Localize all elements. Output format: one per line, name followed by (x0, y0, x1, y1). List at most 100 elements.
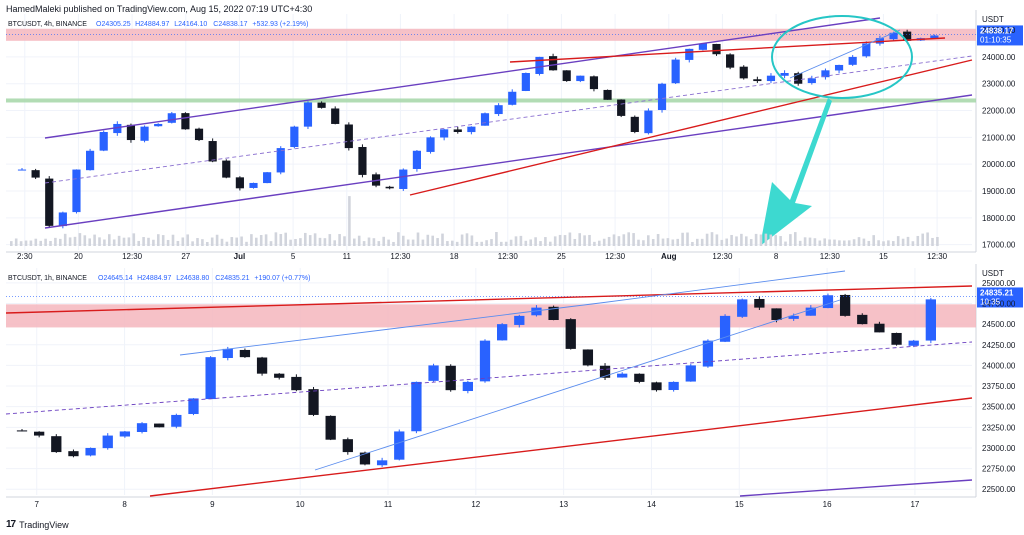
volume-bar (602, 238, 606, 246)
volume-bar (304, 232, 307, 246)
y-tick-label: 21000.00 (982, 133, 1016, 142)
candle-body (34, 431, 45, 436)
candle-body (359, 452, 371, 465)
volume-bar (759, 234, 763, 246)
volume-bar (862, 238, 866, 246)
x-tick-label: 18 (450, 252, 459, 261)
candle-body (891, 332, 902, 345)
y-tick-label: 24250.00 (982, 341, 1016, 350)
volume-bar (490, 239, 493, 246)
x-tick-label: 9 (210, 500, 215, 509)
volume-bar (402, 235, 405, 246)
volume-bar (661, 238, 665, 246)
y-tick-label: 25000.00 (982, 279, 1016, 288)
candle-body (263, 172, 272, 184)
volume-bar (441, 233, 444, 246)
volume-bar (813, 238, 817, 246)
candle-body (771, 308, 782, 321)
candle-body (848, 56, 857, 65)
last-price-value: 24838.17 (980, 26, 1014, 35)
volume-bar (647, 235, 650, 246)
x-tick-label: 2:30 (17, 252, 33, 261)
volume-bar (735, 236, 738, 246)
volume-bar (470, 235, 474, 246)
volume-bar (798, 240, 802, 246)
volume-bar (529, 239, 532, 246)
candle-body (589, 76, 599, 90)
last-price-badge (977, 287, 1023, 308)
y-tick-label: 23500.00 (982, 403, 1016, 412)
candle-body (394, 431, 405, 460)
x-tick-label: Aug (661, 252, 677, 261)
x-tick-label: 11 (384, 500, 393, 509)
volume-bar (901, 238, 905, 246)
currency-label: USDT (982, 15, 1004, 24)
volume-bar (220, 238, 224, 246)
volume-bar (857, 237, 861, 246)
volume-bar (593, 241, 596, 246)
volume-bar (78, 233, 82, 246)
candle-body (630, 116, 639, 132)
volume-bar (377, 241, 381, 246)
candle-body (154, 123, 163, 127)
candle-body (385, 186, 394, 189)
ohlc-chg: +190.07 (+0.77%) (254, 275, 310, 282)
volume-bar (289, 239, 292, 246)
candle-body (45, 178, 54, 226)
candle-body (668, 381, 679, 391)
x-tick-label: 14 (647, 500, 656, 509)
candle-body (426, 137, 435, 152)
volume-bar (367, 237, 371, 246)
volume-bar (392, 241, 395, 246)
volume-bar (24, 240, 28, 246)
volume-bar (656, 234, 660, 246)
volume-bar (264, 234, 268, 246)
volume-bar (852, 239, 856, 246)
volume-bar (49, 240, 52, 246)
y-tick-label: 23000.00 (982, 80, 1016, 89)
volume-bar (514, 236, 518, 246)
volume-bar (730, 234, 733, 246)
candle-body (256, 357, 268, 374)
channel-upper-line (44, 17, 881, 139)
volume-bar (210, 237, 214, 246)
candle-body (599, 365, 611, 378)
volume-bar (607, 236, 611, 246)
ohlc-o: O24305.25 (96, 21, 131, 28)
volume-bar (828, 239, 831, 246)
candle-body (874, 323, 885, 333)
candle-body (239, 349, 251, 358)
volume-bar (98, 237, 101, 246)
volume-bar (34, 238, 38, 246)
volume-bar (504, 241, 508, 246)
candle-body (331, 108, 340, 124)
brand-name: TradingView (19, 519, 69, 530)
volume-bar (176, 240, 180, 246)
volume-bar (906, 236, 910, 246)
volume-bar (877, 240, 880, 246)
volume-bar (93, 234, 96, 246)
candle-body (303, 102, 313, 127)
candle-body (445, 365, 456, 391)
volume-bar (39, 240, 42, 246)
volume-bar (294, 238, 297, 246)
volume-bar (137, 240, 140, 246)
volume-bar (323, 238, 327, 246)
ohlc-h: H24884.97 (137, 275, 171, 282)
candle-body (17, 169, 27, 171)
candle-body (671, 59, 680, 84)
x-tick-label: 5 (291, 252, 296, 261)
volume-bar (911, 241, 915, 246)
y-tick-label: 22750.00 (982, 465, 1016, 474)
volume-bar (553, 236, 557, 246)
volume-bar (455, 241, 459, 246)
candle-body (344, 124, 353, 149)
volume-bar (705, 233, 709, 246)
volume-bar (186, 234, 189, 246)
volume-bar (740, 233, 743, 246)
volume-bar (279, 234, 283, 246)
volume-bar (509, 239, 513, 246)
wedge-line (789, 29, 901, 79)
candle-body (99, 132, 108, 151)
